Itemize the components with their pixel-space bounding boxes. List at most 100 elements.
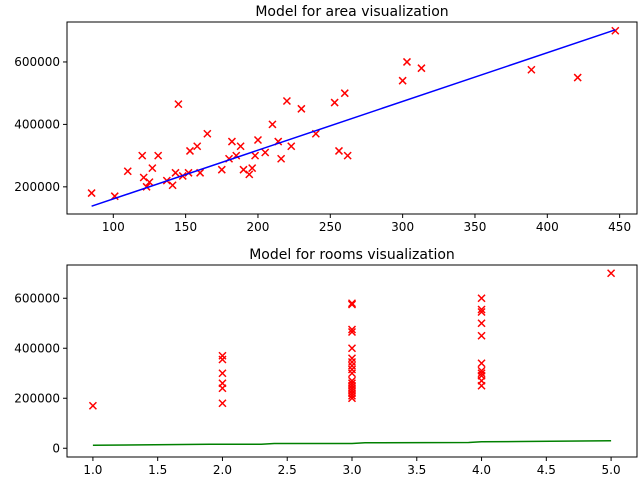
data-point-stroke xyxy=(477,294,486,303)
data-point-stroke xyxy=(343,151,352,160)
x-tick-label: 3.0 xyxy=(342,463,361,477)
data-point-stroke xyxy=(196,168,205,177)
data-point-stroke xyxy=(87,189,96,198)
data-point-stroke xyxy=(248,164,257,173)
data-point xyxy=(138,151,147,160)
data-point-stroke xyxy=(477,369,486,378)
data-point xyxy=(347,369,357,378)
data-point-stroke xyxy=(347,325,357,334)
data-point xyxy=(347,357,357,367)
data-point-stroke xyxy=(330,98,339,107)
data-point xyxy=(145,178,154,187)
data-point-stroke xyxy=(347,369,357,378)
x-tick-label: 350 xyxy=(464,220,487,234)
data-point xyxy=(477,319,486,328)
data-point-stroke xyxy=(138,151,147,160)
data-point-stroke xyxy=(573,73,582,82)
data-point-stroke xyxy=(185,146,194,155)
data-point xyxy=(334,146,344,155)
data-point xyxy=(398,76,407,85)
data-point-stroke xyxy=(218,369,227,378)
data-point-stroke xyxy=(268,120,277,129)
data-point xyxy=(217,165,226,174)
data-point xyxy=(174,100,183,109)
data-point-stroke xyxy=(218,384,227,393)
x-tick-label: 4.5 xyxy=(537,463,556,477)
data-point-stroke xyxy=(203,129,212,138)
data-point-stroke xyxy=(287,142,296,151)
data-point xyxy=(277,154,286,163)
data-point xyxy=(203,129,212,138)
data-point-stroke xyxy=(253,135,262,145)
x-tick-label: 5.0 xyxy=(602,463,621,477)
y-tick-label: 200000 xyxy=(14,180,60,194)
chart-title: Model for rooms visualization xyxy=(249,247,455,263)
data-point-stroke xyxy=(154,151,163,160)
data-point xyxy=(261,148,270,157)
data-point xyxy=(347,299,357,308)
data-point xyxy=(171,168,180,177)
data-point xyxy=(527,65,536,74)
x-tick-label: 100 xyxy=(102,220,125,234)
x-tick-label: 1.5 xyxy=(148,463,167,477)
data-point-stroke xyxy=(218,399,227,408)
data-point-stroke xyxy=(148,164,157,173)
data-point-stroke xyxy=(145,178,154,187)
chart-2: Model for rooms visualization 1.0 1.5 2.0 2.… xyxy=(14,247,638,477)
data-point-stroke xyxy=(477,307,486,317)
data-point-stroke xyxy=(297,104,306,113)
data-point xyxy=(227,137,236,146)
data-point-stroke xyxy=(347,344,357,353)
y-tick-label: 400000 xyxy=(14,341,60,355)
data-point-stroke xyxy=(311,129,320,138)
data-point xyxy=(218,351,227,360)
data-point xyxy=(340,89,349,98)
data-point xyxy=(297,104,306,113)
data-point xyxy=(347,354,357,363)
data-point xyxy=(123,167,132,176)
regression-line xyxy=(91,29,616,207)
data-point-stroke xyxy=(340,89,349,98)
data-point-stroke xyxy=(402,57,412,66)
data-point xyxy=(87,189,96,198)
data-point-stroke xyxy=(282,96,291,106)
data-point-stroke xyxy=(245,170,254,179)
data-point xyxy=(347,365,357,374)
data-point xyxy=(88,401,97,410)
data-point-stroke xyxy=(236,142,245,151)
data-point-stroke xyxy=(477,359,486,368)
data-point xyxy=(218,384,227,393)
data-point xyxy=(477,305,486,314)
data-point xyxy=(477,369,486,378)
data-point xyxy=(245,170,254,179)
x-tick-label: 400 xyxy=(536,220,559,234)
data-point xyxy=(148,164,157,173)
data-point xyxy=(168,181,177,190)
data-point xyxy=(417,64,426,73)
data-point xyxy=(193,142,202,151)
x-tick-label: 450 xyxy=(608,220,631,234)
data-point xyxy=(607,269,616,278)
data-point-stroke xyxy=(218,355,227,364)
data-point xyxy=(251,151,260,160)
data-point xyxy=(347,327,357,337)
data-point xyxy=(477,294,486,303)
data-point-stroke xyxy=(227,137,236,146)
data-point xyxy=(287,142,296,151)
data-point-stroke xyxy=(477,331,486,340)
data-point-stroke xyxy=(347,394,357,403)
data-point-stroke xyxy=(607,269,616,278)
y-tick-label: 0 xyxy=(52,441,60,455)
data-point xyxy=(330,98,339,107)
x-tick-label: 200 xyxy=(247,220,270,234)
data-point-stroke xyxy=(347,299,357,308)
chart-1: Model for area visualization 100 150 200 250… xyxy=(14,4,638,234)
data-point xyxy=(347,391,357,400)
data-point xyxy=(253,135,262,145)
data-point xyxy=(477,381,486,390)
regression-line xyxy=(92,440,612,447)
data-point xyxy=(347,325,357,334)
data-point xyxy=(347,344,357,353)
y-tick-label: 600000 xyxy=(14,291,60,305)
